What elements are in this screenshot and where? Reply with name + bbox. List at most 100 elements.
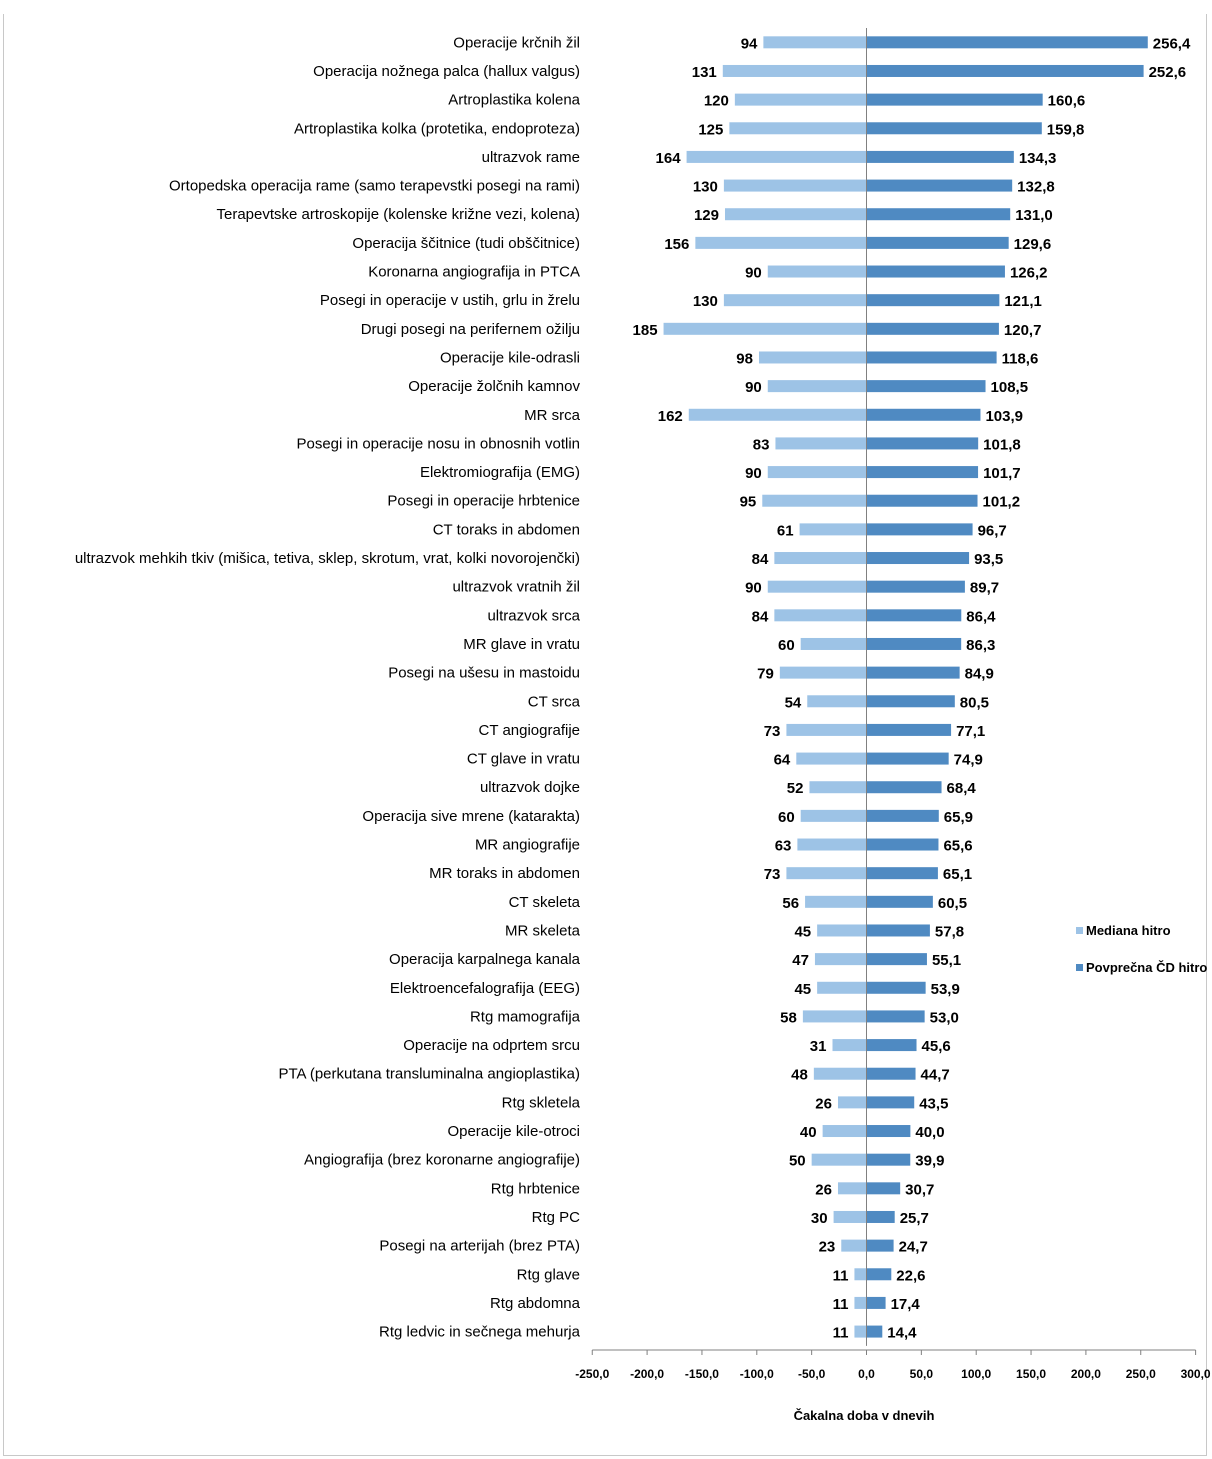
data-label-povprecna: 86,4 [966, 608, 996, 625]
data-label-mediana: 61 [777, 522, 794, 539]
bar-mediana [817, 924, 867, 937]
category-label: Posegi in operacije hrbtenice [387, 493, 580, 510]
bar-povprecna [866, 953, 927, 966]
category-label: CT toraks in abdomen [433, 521, 580, 538]
bar-povprecna [866, 1096, 915, 1109]
bar-mediana [695, 236, 867, 249]
bar-povprecna [866, 781, 942, 794]
data-label-mediana: 23 [819, 1239, 836, 1256]
x-axis-title: Čakalna doba v dnevih [794, 1408, 935, 1423]
data-label-mediana: 31 [810, 1038, 827, 1055]
bar-mediana [796, 752, 867, 765]
bar-mediana [800, 637, 867, 650]
bar-mediana [814, 953, 867, 966]
bar-povprecna [866, 93, 1043, 106]
category-label: Rtg abdomna [490, 1295, 581, 1312]
bar-povprecna [866, 867, 938, 880]
data-label-povprecna: 65,9 [944, 809, 973, 826]
data-label-mediana: 40 [800, 1124, 817, 1141]
data-label-mediana: 73 [764, 723, 781, 740]
bar-povprecna [866, 895, 933, 908]
bar-povprecna [866, 981, 926, 994]
x-tick-label: -200,0 [630, 1367, 664, 1381]
bar-mediana [809, 781, 867, 794]
bar-povprecna [866, 723, 952, 736]
bar-povprecna [866, 1125, 911, 1138]
category-label: Elektroencefalografija (EEG) [390, 980, 580, 997]
data-label-povprecna: 65,6 [943, 838, 972, 855]
data-label-mediana: 162 [658, 408, 683, 425]
x-tick-label: 100,0 [961, 1367, 991, 1381]
category-label: MR toraks in abdomen [429, 865, 580, 882]
bar-mediana [800, 809, 867, 822]
bar-mediana [833, 1210, 867, 1223]
bar-mediana [688, 408, 867, 421]
bars-layer: Operacije krčnih žil 94 256,4 Operacija nož… [75, 34, 1191, 1341]
legend-swatch-mediana [1076, 927, 1083, 934]
bar-povprecna [866, 150, 1014, 163]
data-label-povprecna: 126,2 [1010, 265, 1048, 282]
category-label: Operacija ščitnice (tudi obščitnice) [352, 235, 580, 252]
bar-povprecna [866, 351, 997, 364]
bar-povprecna [866, 36, 1148, 49]
bar-povprecna [866, 1210, 895, 1223]
data-label-povprecna: 103,9 [985, 408, 1023, 425]
data-label-mediana: 95 [740, 494, 757, 511]
data-label-povprecna: 160,6 [1048, 93, 1086, 110]
data-label-povprecna: 45,6 [922, 1038, 951, 1055]
data-label-mediana: 83 [753, 436, 770, 453]
bar-mediana [779, 666, 867, 679]
data-label-mediana: 64 [774, 752, 791, 769]
bar-povprecna [866, 122, 1042, 135]
data-label-povprecna: 118,6 [1002, 350, 1039, 367]
bar-povprecna [866, 322, 999, 335]
data-label-povprecna: 14,4 [887, 1325, 917, 1342]
data-label-mediana: 56 [782, 895, 799, 912]
bar-povprecna [866, 838, 939, 851]
bar-mediana [822, 1125, 867, 1138]
data-label-povprecna: 120,7 [1004, 322, 1042, 339]
category-label: ultrazvok rame [482, 149, 580, 166]
category-label: ultrazvok srca [487, 607, 580, 624]
data-label-mediana: 185 [633, 322, 658, 339]
bar-mediana [786, 723, 867, 736]
data-label-povprecna: 17,4 [891, 1296, 921, 1313]
bar-mediana [813, 1067, 867, 1080]
data-label-povprecna: 84,9 [965, 666, 994, 683]
data-label-povprecna: 65,1 [943, 866, 972, 883]
data-label-mediana: 63 [775, 838, 792, 855]
data-label-povprecna: 129,6 [1014, 236, 1052, 253]
data-label-povprecna: 101,8 [983, 436, 1021, 453]
data-label-mediana: 130 [693, 293, 718, 310]
category-label: Terapevtske artroskopije (kolenske križn… [217, 206, 581, 223]
data-label-povprecna: 80,5 [960, 694, 989, 711]
bar-povprecna [866, 1239, 894, 1252]
data-label-povprecna: 74,9 [954, 752, 983, 769]
bar-mediana [774, 552, 867, 565]
data-label-povprecna: 55,1 [932, 952, 961, 969]
data-label-povprecna: 134,3 [1019, 150, 1057, 167]
bar-povprecna [866, 208, 1011, 221]
data-label-povprecna: 43,5 [919, 1095, 948, 1112]
x-tick-label: 250,0 [1126, 1367, 1156, 1381]
category-label: Rtg hrbtenice [491, 1180, 580, 1197]
bar-povprecna [866, 64, 1144, 77]
data-label-povprecna: 101,7 [983, 465, 1021, 482]
bar-povprecna [866, 179, 1013, 192]
category-label: Operacije žolčnih kamnov [408, 378, 580, 395]
data-label-mediana: 45 [794, 923, 811, 940]
data-label-povprecna: 101,2 [983, 494, 1021, 511]
data-label-mediana: 120 [704, 93, 729, 110]
category-label: Artroplastika kolka (protetika, endoprot… [294, 120, 580, 137]
bar-mediana [854, 1325, 867, 1338]
category-label: Operacije na odprtem srcu [403, 1037, 580, 1054]
bar-mediana [729, 122, 867, 135]
data-label-mediana: 30 [811, 1210, 828, 1227]
bar-mediana [767, 580, 867, 593]
bar-povprecna [866, 408, 981, 421]
data-label-mediana: 58 [780, 1009, 797, 1026]
data-label-mediana: 47 [792, 952, 809, 969]
x-tick-label: 150,0 [1016, 1367, 1046, 1381]
data-label-povprecna: 256,4 [1153, 35, 1191, 52]
data-label-povprecna: 39,9 [915, 1153, 944, 1170]
